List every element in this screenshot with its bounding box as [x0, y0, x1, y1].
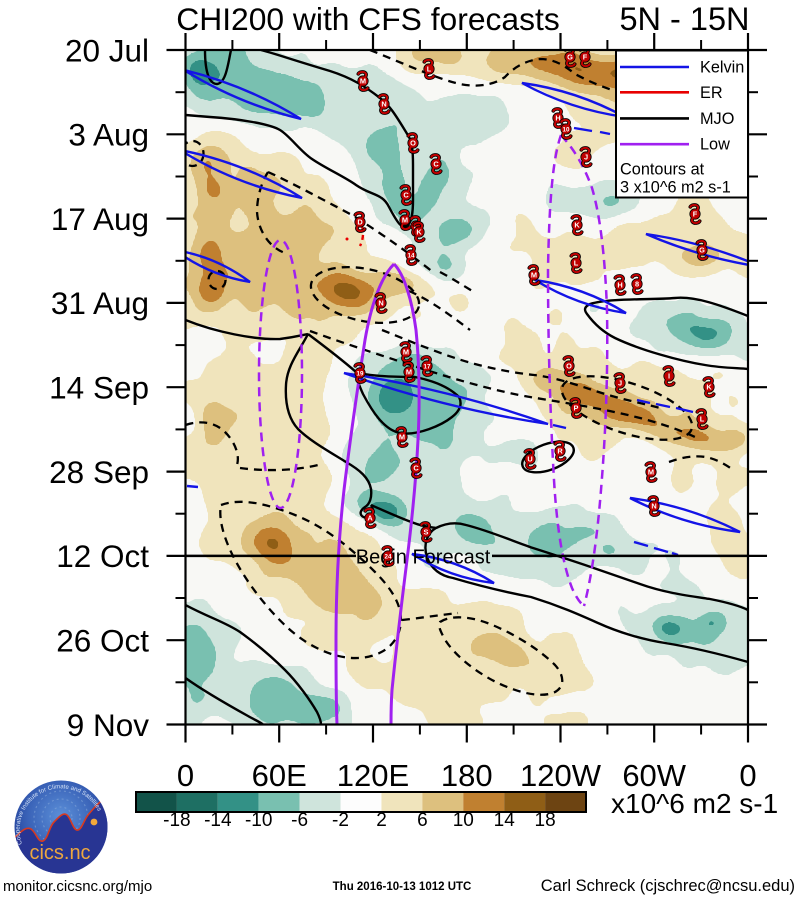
svg-text:K: K — [574, 220, 580, 229]
svg-text:Kelvin: Kelvin — [700, 59, 744, 77]
svg-text:monitor.cicsnc.org/mjo: monitor.cicsnc.org/mjo — [3, 878, 152, 895]
svg-text:26 Oct: 26 Oct — [56, 623, 149, 659]
svg-text:3 Aug: 3 Aug — [68, 117, 149, 153]
svg-text:L: L — [700, 414, 705, 423]
svg-text:O: O — [410, 138, 416, 147]
svg-text:O: O — [566, 361, 572, 370]
svg-text:10: 10 — [563, 126, 570, 133]
svg-text:10: 10 — [453, 810, 474, 831]
svg-text:J: J — [584, 152, 588, 161]
svg-text:L: L — [427, 64, 432, 73]
svg-text:31 Aug: 31 Aug — [51, 285, 149, 321]
svg-text:M: M — [399, 432, 405, 441]
svg-text:14: 14 — [408, 252, 415, 259]
svg-text:MJO: MJO — [700, 110, 734, 128]
svg-text:H: H — [617, 280, 622, 289]
svg-text:K: K — [706, 382, 712, 391]
svg-text:19: 19 — [357, 370, 364, 377]
svg-text:C: C — [413, 463, 419, 472]
svg-text:60W: 60W — [622, 758, 686, 793]
svg-text:14 Sep: 14 Sep — [49, 370, 149, 406]
svg-text:120W: 120W — [520, 758, 602, 793]
svg-text:14: 14 — [494, 810, 516, 831]
svg-text:24: 24 — [385, 553, 392, 560]
svg-text:2: 2 — [376, 810, 387, 831]
svg-text:-2: -2 — [332, 810, 349, 831]
svg-text:A: A — [367, 513, 373, 522]
svg-text:-10: -10 — [245, 810, 272, 831]
svg-text:N: N — [378, 298, 383, 307]
svg-text:N: N — [381, 99, 386, 108]
svg-text:0: 0 — [739, 758, 756, 793]
svg-text:3 x10^6 m2 s-1: 3 x10^6 m2 s-1 — [620, 179, 731, 197]
svg-text:18: 18 — [535, 810, 556, 831]
svg-text:180: 180 — [441, 758, 493, 793]
svg-text:F: F — [693, 209, 698, 218]
svg-text:60E: 60E — [252, 758, 307, 793]
svg-text:M: M — [531, 270, 537, 279]
svg-text:9 Nov: 9 Nov — [67, 707, 150, 743]
svg-text:U: U — [527, 454, 532, 463]
svg-text:Contours at: Contours at — [620, 161, 705, 179]
svg-text:-18: -18 — [163, 810, 190, 831]
svg-text:Low: Low — [700, 136, 730, 154]
svg-text:J: J — [618, 378, 622, 387]
svg-text:M: M — [648, 467, 654, 476]
svg-text:0: 0 — [177, 758, 194, 793]
svg-text:Begin Forecast: Begin Forecast — [356, 547, 491, 569]
svg-text:M: M — [403, 347, 409, 356]
svg-text:Carl Schreck (cjschrec@ncsu.ed: Carl Schreck (cjschrec@ncsu.edu) — [541, 877, 795, 895]
svg-text:x10^6 m2 s-1: x10^6 m2 s-1 — [611, 788, 778, 819]
svg-text:28 Sep: 28 Sep — [49, 454, 149, 490]
svg-text:F: F — [583, 52, 588, 61]
svg-text:M: M — [360, 76, 366, 85]
svg-text:R: R — [557, 446, 563, 455]
svg-text:8: 8 — [635, 279, 639, 288]
svg-text:N: N — [651, 501, 656, 510]
svg-text:S: S — [424, 527, 429, 536]
svg-text:-6: -6 — [291, 810, 308, 831]
svg-text:17 Aug: 17 Aug — [51, 201, 149, 237]
svg-text:D: D — [357, 217, 363, 226]
svg-text:Thu 2016-10-13 1012 UTC: Thu 2016-10-13 1012 UTC — [333, 881, 472, 893]
svg-text:cics.nc: cics.nc — [29, 842, 90, 864]
svg-text:P: P — [574, 403, 579, 412]
svg-text:CHI200 with CFS forecasts: CHI200 with CFS forecasts — [176, 1, 559, 37]
svg-text:20 Jul: 20 Jul — [65, 32, 149, 68]
svg-text:L: L — [414, 221, 419, 230]
svg-text:M: M — [402, 215, 408, 224]
svg-text:H: H — [555, 113, 560, 122]
svg-text:5N - 15N: 5N - 15N — [619, 1, 749, 37]
svg-text:I: I — [668, 371, 670, 380]
svg-text:C: C — [403, 190, 409, 199]
svg-text:K: K — [416, 227, 422, 236]
svg-text:-14: -14 — [204, 810, 232, 831]
svg-text:12 Oct: 12 Oct — [56, 538, 149, 574]
svg-text:G: G — [567, 52, 573, 61]
svg-text:M: M — [406, 367, 412, 376]
svg-text:C: C — [433, 159, 439, 168]
svg-text:120E: 120E — [337, 758, 409, 793]
svg-text:L: L — [574, 258, 579, 267]
svg-text:6: 6 — [417, 810, 428, 831]
svg-text:G: G — [699, 245, 705, 254]
svg-text:17: 17 — [424, 363, 431, 370]
svg-text:ER: ER — [700, 84, 723, 102]
